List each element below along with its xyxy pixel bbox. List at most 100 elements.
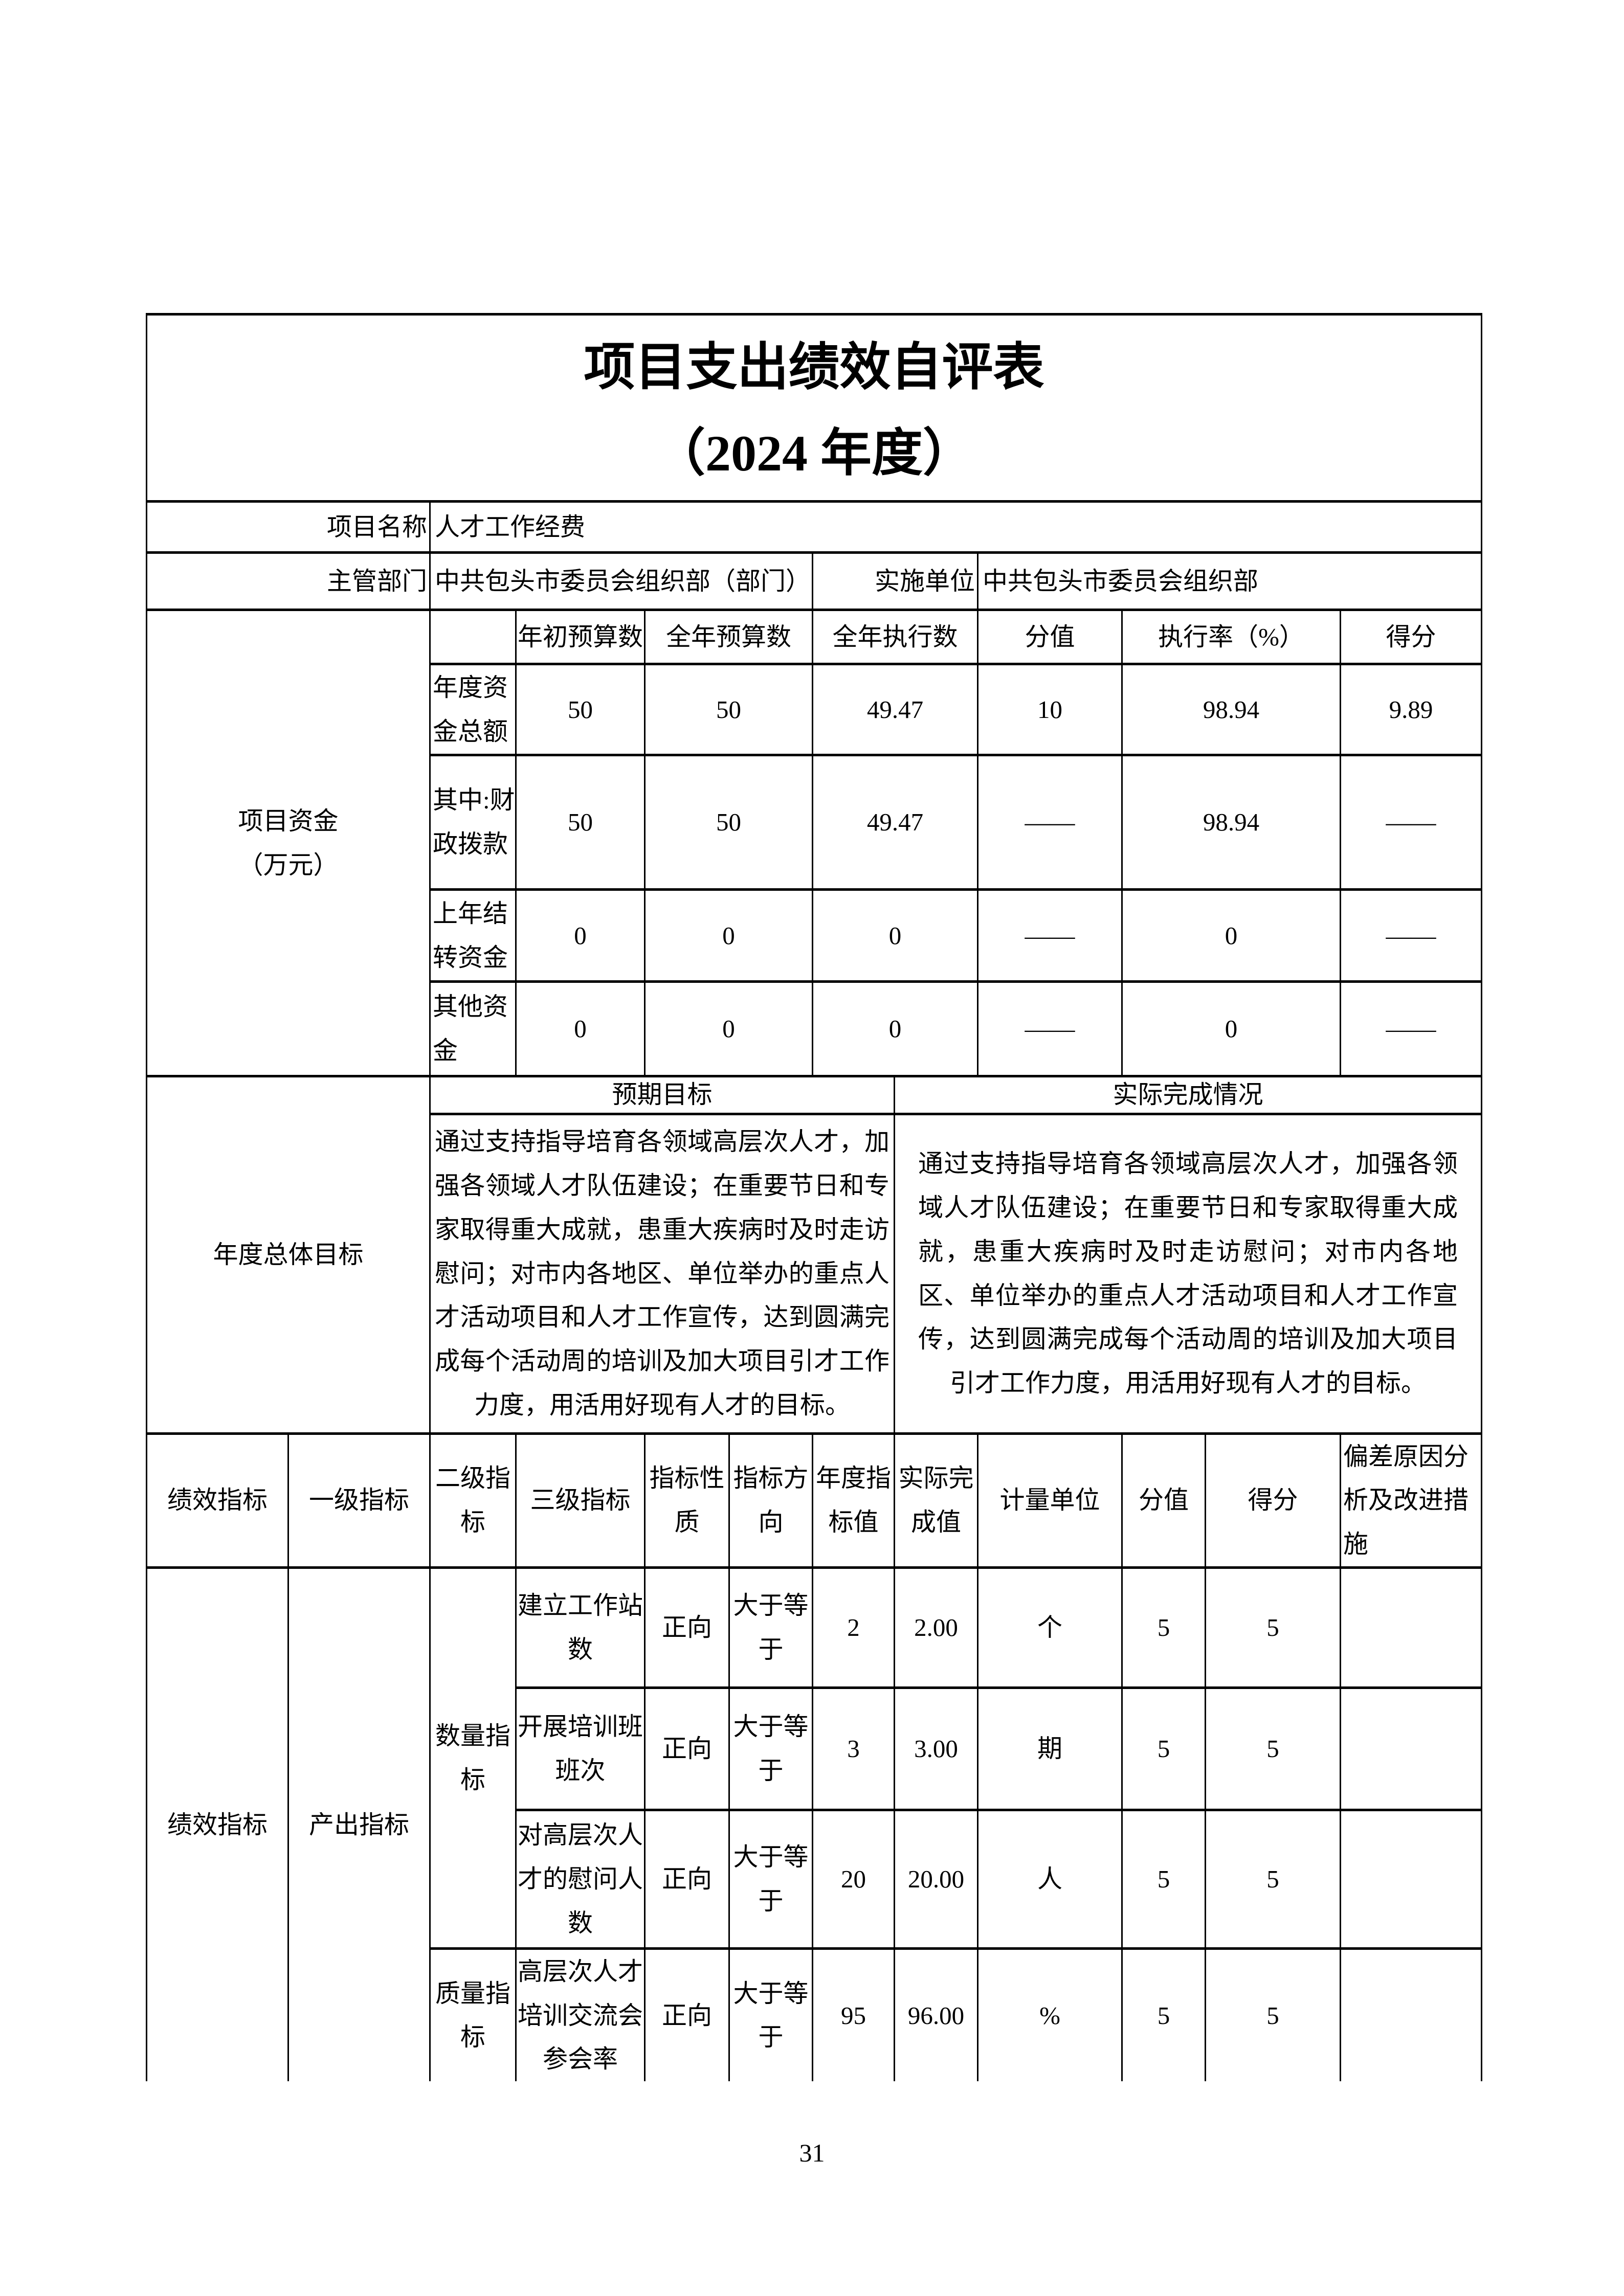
funds-section-label-line1: 项目资金	[238, 806, 339, 835]
actual-completion-header: 实际完成情况	[894, 1075, 1482, 1115]
funds-cell-annual: 0	[644, 888, 813, 983]
ind-direction: 大于等于	[728, 1808, 813, 1950]
funds-row-label: 其他资金	[429, 980, 517, 1077]
funds-cell-weight: ——	[977, 980, 1123, 1077]
funds-row: 年度资金总额 50 50 49.47 10 98.94 9.89	[147, 663, 1482, 756]
ind-unit: 期	[977, 1686, 1123, 1811]
ind-level2-quantity: 数量指标	[429, 1566, 517, 1950]
funds-section-label-line2: （万元）	[238, 850, 339, 879]
ind-actual: 2.00	[894, 1566, 978, 1689]
funds-cell-annual: 50	[644, 754, 813, 891]
funds-cell-score: ——	[1340, 980, 1482, 1077]
ind-target: 95	[812, 1947, 895, 2082]
funds-cell-weight: 10	[977, 663, 1123, 756]
ind-level3: 建立工作站数	[515, 1566, 646, 1689]
funds-cell-initial: 0	[515, 980, 646, 1077]
ind-header-unit: 计量单位	[977, 1432, 1123, 1569]
ind-nature: 正向	[644, 1566, 730, 1689]
ind-target: 20	[812, 1808, 895, 1950]
ind-header-level1: 一级指标	[287, 1432, 431, 1569]
funds-cell-executed: 0	[812, 980, 978, 1077]
funds-cell-rate: 0	[1121, 888, 1341, 983]
ind-level3: 对高层次人才的慰问人数	[515, 1808, 646, 1950]
funds-cell-initial: 0	[515, 888, 646, 983]
ind-weight: 5	[1121, 1808, 1206, 1950]
ind-deviation	[1340, 1686, 1482, 1811]
ind-score: 5	[1205, 1686, 1341, 1811]
funds-cell-rate: 98.94	[1121, 754, 1341, 891]
ind-header-nature: 指标性质	[644, 1432, 730, 1569]
indicator-row: 质量指标 高层次人才培训交流会参会率 正向 大于等于 95 96.00 % 5 …	[147, 1947, 1482, 2082]
funds-cell-weight: ——	[977, 754, 1123, 891]
table-title: 项目支出绩效自评表 （2024 年度）	[146, 313, 1482, 503]
funds-row: 其中:财政拨款 50 50 49.47 —— 98.94 ——	[147, 754, 1482, 891]
impl-label: 实施单位	[812, 551, 978, 611]
indicator-row: 开展培训班班次 正向 大于等于 3 3.00 期 5 5	[147, 1686, 1482, 1811]
ind-header-group: 绩效指标	[146, 1432, 289, 1569]
annual-goal-label: 年度总体目标	[146, 1075, 431, 1435]
ind-header-level2: 二级指标	[429, 1432, 517, 1569]
ind-group-label: 绩效指标	[146, 1566, 289, 2082]
funds-row-label: 年度资金总额	[429, 663, 517, 756]
ind-score: 5	[1205, 1808, 1341, 1950]
funds-header-initial: 年初预算数	[515, 609, 646, 665]
funds-row-label: 其中:财政拨款	[429, 754, 517, 891]
ind-actual: 3.00	[894, 1686, 978, 1811]
ind-weight: 5	[1121, 1947, 1206, 2082]
funds-header-annual: 全年预算数	[644, 609, 813, 665]
funds-cell-executed: 49.47	[812, 663, 978, 756]
ind-header-direction: 指标方向	[728, 1432, 813, 1569]
ind-header-level3: 三级指标	[515, 1432, 646, 1569]
ind-header-deviation: 偏差原因分析及改进措施	[1340, 1432, 1482, 1569]
ind-level1-label: 产出指标	[287, 1566, 431, 2082]
project-name-label: 项目名称	[146, 500, 431, 554]
ind-score: 5	[1205, 1947, 1341, 2082]
page-number: 31	[799, 2139, 825, 2167]
funds-cell-executed: 0	[812, 888, 978, 983]
funds-cell-score: ——	[1340, 888, 1482, 983]
funds-cell-rate: 98.94	[1121, 663, 1341, 756]
funds-cell-score: ——	[1340, 754, 1482, 891]
funds-cell-executed: 49.47	[812, 754, 978, 891]
ind-nature: 正向	[644, 1947, 730, 2082]
funds-header-rate: 执行率（%）	[1121, 609, 1341, 665]
ind-unit: 个	[977, 1566, 1123, 1689]
ind-deviation	[1340, 1947, 1482, 2082]
project-name-value: 人才工作经费	[429, 500, 1482, 554]
funds-header-weight: 分值	[977, 609, 1123, 665]
expected-goal-text: 通过支持指导培育各领域高层次人才，加强各领域人才队伍建设；在重要节日和专家取得重…	[429, 1112, 895, 1435]
indicator-row: 绩效指标 产出指标 数量指标 建立工作站数 正向 大于等于 2 2.00 个 5…	[146, 1566, 1482, 2082]
title-line-2: （2024 年度）	[654, 424, 974, 482]
funds-cell-annual: 50	[644, 663, 813, 756]
ind-unit: %	[977, 1947, 1123, 2082]
ind-header-target: 年度指标值	[812, 1432, 895, 1569]
ind-direction: 大于等于	[728, 1686, 813, 1811]
ind-unit: 人	[977, 1808, 1123, 1950]
funds-cell-annual: 0	[644, 980, 813, 1077]
ind-header-weight: 分值	[1121, 1432, 1206, 1569]
expected-goal-header: 预期目标	[429, 1075, 895, 1115]
funds-cell-rate: 0	[1121, 980, 1341, 1077]
ind-nature: 正向	[644, 1808, 730, 1950]
funds-cell-initial: 50	[515, 754, 646, 891]
ind-score: 5	[1205, 1566, 1341, 1689]
funds-section-label: 项目资金 （万元）	[146, 609, 431, 1077]
funds-header-score: 得分	[1340, 609, 1482, 665]
ind-nature: 正向	[644, 1686, 730, 1811]
funds-row-label: 上年结转资金	[429, 888, 517, 983]
actual-completion-text: 通过支持指导培育各领域高层次人才，加强各领域人才队伍建设；在重要节日和专家取得重…	[894, 1112, 1482, 1435]
project-expenditure-self-eval-table: 项目支出绩效自评表 （2024 年度） 项目名称 人才工作经费 主管部门 中共包…	[146, 313, 1482, 2082]
funds-cell-initial: 50	[515, 663, 646, 756]
indicator-row: 对高层次人才的慰问人数 正向 大于等于 20 20.00 人 5 5	[147, 1808, 1482, 1950]
ind-deviation	[1340, 1566, 1482, 1689]
funds-cell-score: 9.89	[1340, 663, 1482, 756]
ind-direction: 大于等于	[728, 1947, 813, 2082]
ind-level2-quality: 质量指标	[429, 1947, 517, 2082]
ind-level3: 高层次人才培训交流会参会率	[515, 1947, 646, 2082]
title-line-1: 项目支出绩效自评表	[584, 339, 1044, 396]
ind-actual: 20.00	[894, 1808, 978, 1950]
funds-header-executed: 全年执行数	[812, 609, 978, 665]
impl-value: 中共包头市委员会组织部	[977, 551, 1482, 611]
ind-actual: 96.00	[894, 1947, 978, 2082]
